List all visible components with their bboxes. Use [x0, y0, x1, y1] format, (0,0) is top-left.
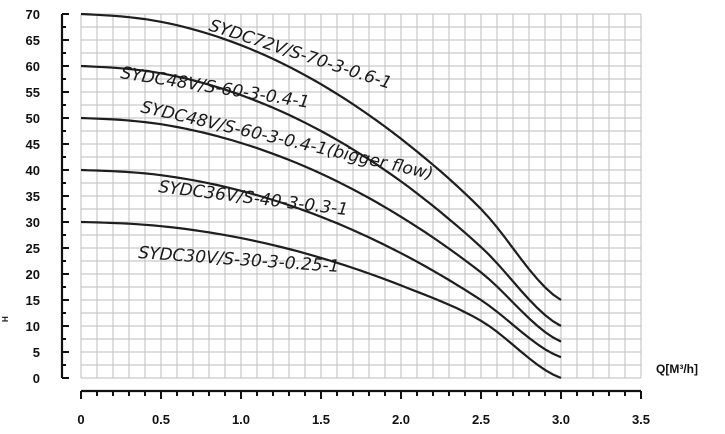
x-tick-label: 1.0 — [232, 412, 250, 427]
y-tick-label: 50 — [26, 111, 40, 126]
x-tick-label: 0 — [77, 412, 84, 427]
y-tick-label: 65 — [26, 33, 40, 48]
y-tick-label: 60 — [26, 59, 40, 74]
curves — [80, 12, 562, 380]
y-tick-label: 35 — [26, 189, 40, 204]
y-axis: 0 5 10 15 20 25 30 35 40 45 50 55 60 65 70 — [26, 7, 69, 386]
curve-5 — [80, 220, 562, 380]
y-tick-label: 0 — [33, 371, 40, 386]
x-axis: 0 0.5 1.0 1.5 2.0 2.5 3.0 3.5 — [77, 389, 650, 427]
y-tick-label: 25 — [26, 241, 40, 256]
curve-2 — [80, 64, 562, 327]
y-tick-label: 45 — [26, 137, 40, 152]
curve-4 — [80, 168, 562, 359]
x-tick-label: 3.0 — [552, 412, 570, 427]
curve-label-4: SYDC36V/S-40-3-0.3-1 — [157, 177, 349, 220]
y-tick-label: 15 — [26, 293, 40, 308]
x-tick-label: 2.5 — [472, 412, 490, 427]
curve-label-3: SYDC48V/S-60-3-0.4-1(bigger flow) — [139, 97, 435, 184]
curve-1 — [80, 12, 562, 301]
y-tick-label: 30 — [26, 215, 40, 230]
curve-3 — [80, 116, 562, 343]
x-unit-label: Q[M³/h] — [656, 362, 698, 376]
x-tick-label: 3.5 — [632, 412, 650, 427]
curve-labels: SYDC72V/S-70-3-0.6-1SYDC48V/S-60-3-0.4-1… — [119, 16, 435, 277]
y-tick-label: 5 — [33, 345, 40, 360]
y-tick-label: 10 — [26, 319, 40, 334]
y-tick-label: 70 — [26, 7, 40, 22]
x-tick-label: 1.5 — [312, 412, 330, 427]
side-mark: H — [1, 316, 10, 322]
y-tick-label: 20 — [26, 267, 40, 282]
y-tick-label: 55 — [26, 85, 40, 100]
y-tick-label: 40 — [26, 163, 40, 178]
x-tick-label: 2.0 — [392, 412, 410, 427]
x-tick-label: 0.5 — [152, 412, 170, 427]
